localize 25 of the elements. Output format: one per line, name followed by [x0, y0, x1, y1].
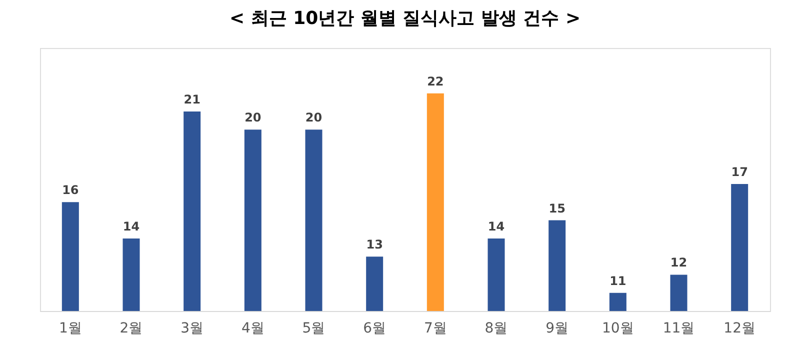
x-tick-label: 12월 [724, 320, 756, 336]
x-tick-label: 5월 [302, 320, 326, 336]
data-label: 11 [610, 274, 626, 288]
data-label: 17 [731, 165, 748, 180]
data-label: 13 [366, 238, 383, 252]
data-label: 20 [244, 110, 262, 125]
x-tick-label: 8월 [484, 320, 508, 336]
data-label: 21 [184, 92, 200, 106]
x-tick-label: 3월 [180, 320, 204, 336]
data-label: 12 [670, 256, 688, 270]
x-tick-label: 11월 [662, 320, 695, 336]
x-tick-label: 2월 [120, 320, 143, 336]
data-label: 16 [62, 183, 79, 198]
x-tick-label: 6월 [363, 320, 386, 336]
data-label: 14 [488, 219, 505, 234]
data-label: 14 [122, 219, 140, 234]
chart-title: < 최근 10년간 월별 질식사고 발생 건수 > [229, 8, 581, 29]
data-label: 15 [548, 201, 566, 216]
x-tick-label: 1월 [58, 320, 82, 336]
data-label: 20 [305, 110, 322, 125]
x-tick-label: 4월 [241, 320, 264, 336]
x-tick-label: 10월 [602, 320, 634, 336]
data-label: 22 [427, 74, 444, 88]
x-tick-label: 9월 [546, 320, 569, 336]
x-tick-label: 7월 [424, 320, 447, 336]
